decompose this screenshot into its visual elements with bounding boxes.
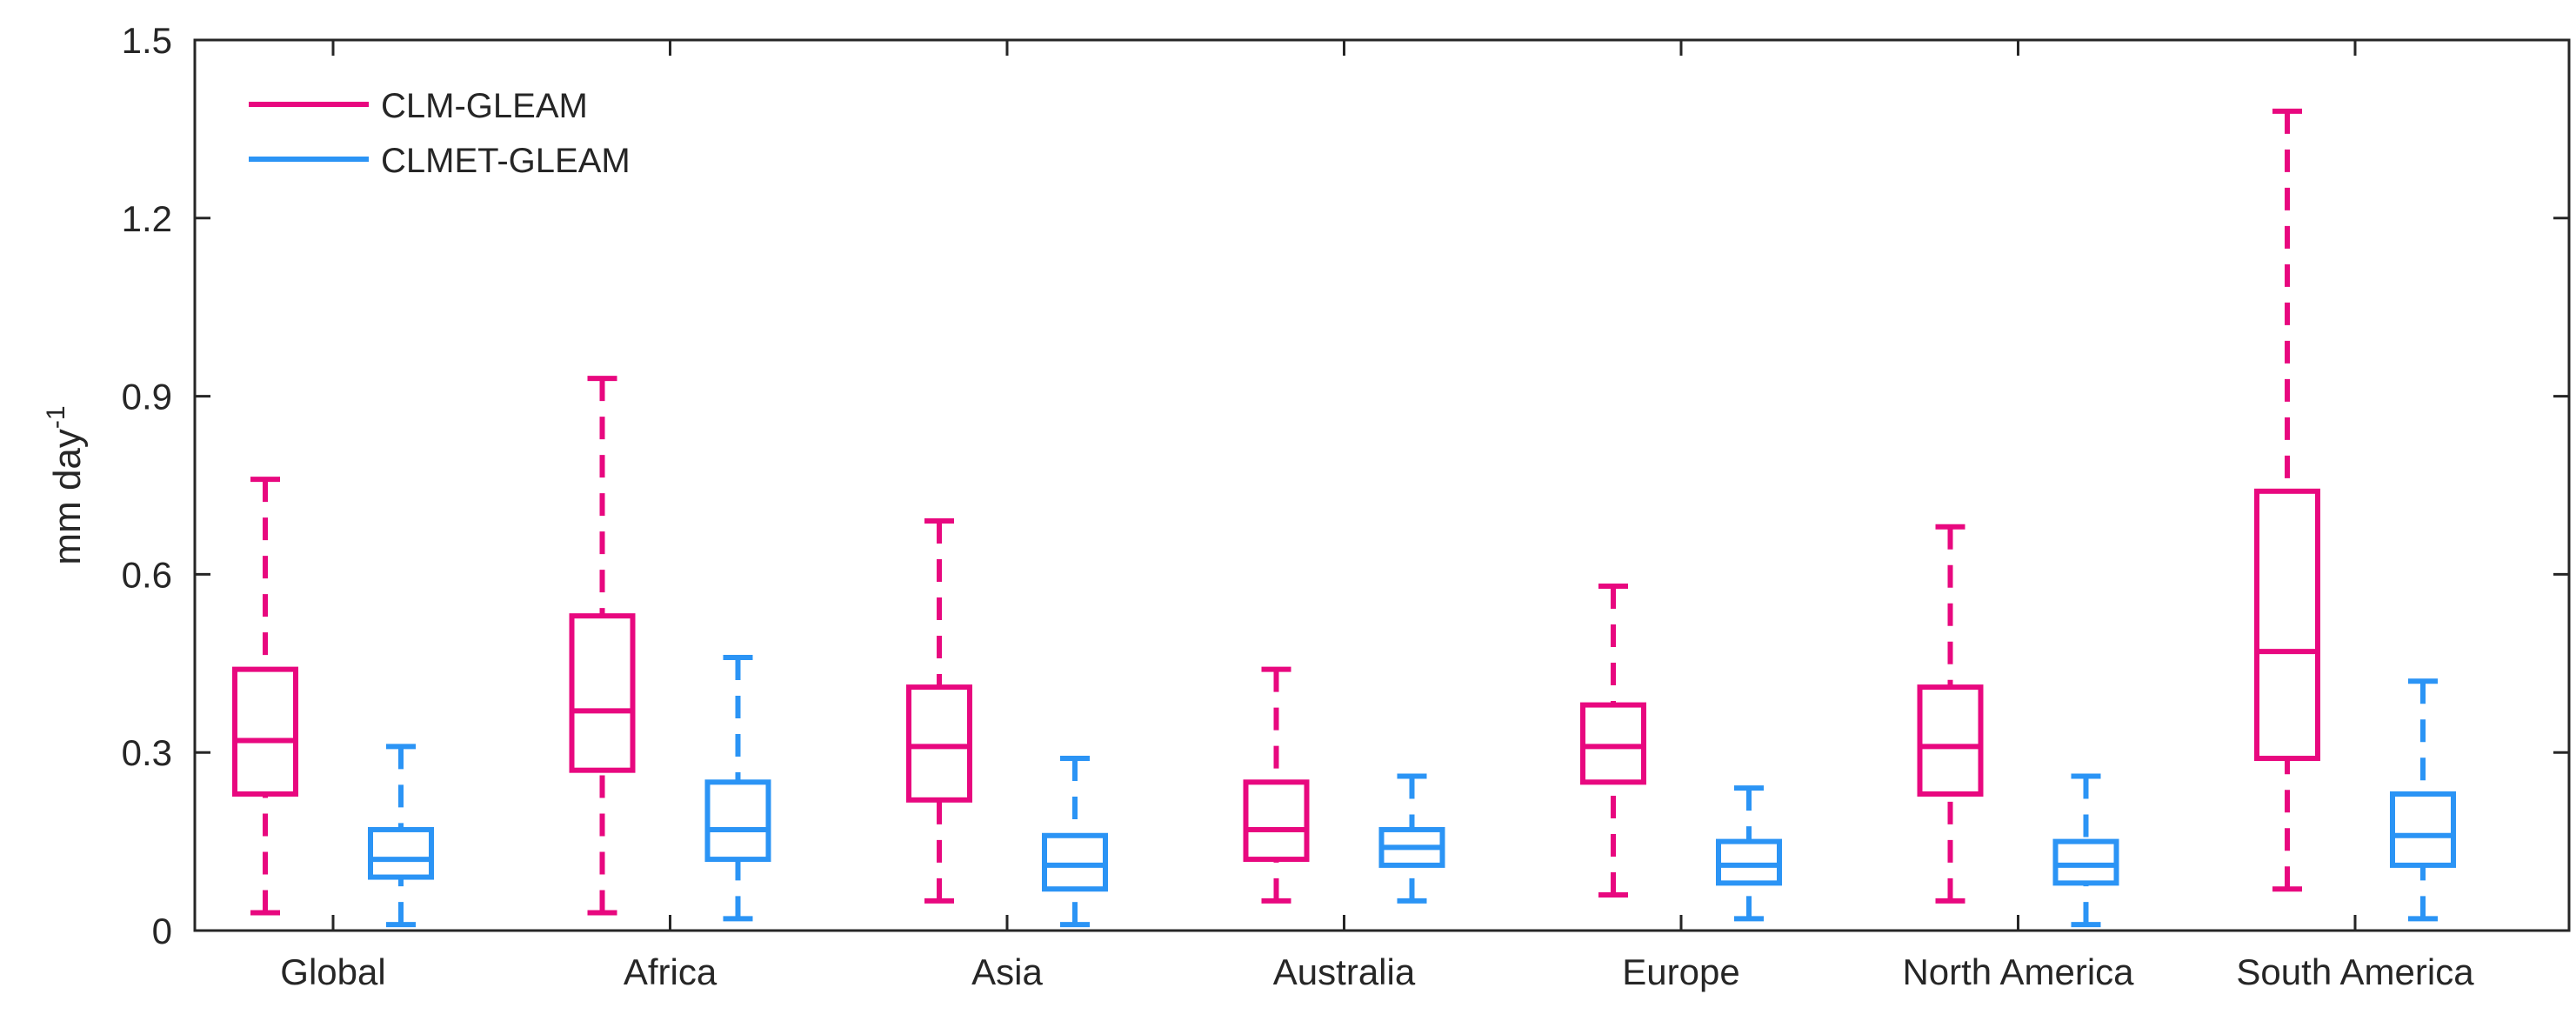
x-tick-label: Australia [1273,951,1416,992]
iqr-box [1917,684,1984,797]
x-tick-label: Global [280,951,385,992]
x-tick-label: Africa [624,951,717,992]
box-clm-gleam-australia [1243,666,1310,904]
box-clmet-gleam-north-america [2052,773,2119,928]
legend-label: CLMET-GLEAM [381,142,631,180]
box-clmet-gleam-africa [704,654,771,922]
iqr-box [569,613,636,773]
box-clmet-gleam-europe [1716,785,1782,922]
x-tick-label: North America [1902,951,2134,992]
iqr-box [1716,838,1782,886]
box-clmet-gleam-south-america [2390,678,2456,922]
plot-frame [193,38,2571,932]
svg-text:mm day-1: mm day-1 [42,405,89,564]
iqr-box [232,666,298,797]
box-clmet-gleam-australia [1378,773,1445,904]
iqr-box [1042,832,1108,892]
box-clm-gleam-south-america [2254,108,2320,892]
legend: CLM-GLEAM CLMET-GLEAM [249,87,631,180]
legend-label: CLM-GLEAM [381,87,588,125]
iqr-box [704,779,771,863]
iqr-box [906,684,972,803]
box-clm-gleam-europe [1580,584,1646,898]
x-tick-label: Asia [971,951,1043,992]
box-clm-gleam-africa [569,376,636,916]
box-clmet-gleam-global [368,744,434,928]
iqr-box [1243,779,1310,863]
y-tick-label: 0.6 [122,554,172,595]
y-tick-label: 0.9 [122,377,172,417]
iqr-box [1580,702,1646,785]
box-clm-gleam-global [232,477,298,916]
x-tick-label: South America [2236,951,2474,992]
box-clmet-gleam-asia [1042,756,1108,928]
iqr-box [2390,791,2456,868]
iqr-box [2052,838,2119,886]
y-axis-label: mm day-1 [42,405,89,564]
iqr-box [2254,488,2320,762]
box-clm-gleam-north-america [1917,524,1984,904]
box-clm-gleam-asia [906,517,972,904]
y-axis-label-superscript: -1 [42,405,70,429]
y-tick-label: 0 [152,911,172,951]
x-tick-label: Europe [1622,951,1739,992]
y-tick-label: 1.5 [122,20,172,61]
y-tick-label: 0.3 [122,732,172,773]
y-tick-label: 1.2 [122,198,172,239]
iqr-box [368,826,434,880]
y-axis-label-text: mm day [46,429,89,564]
